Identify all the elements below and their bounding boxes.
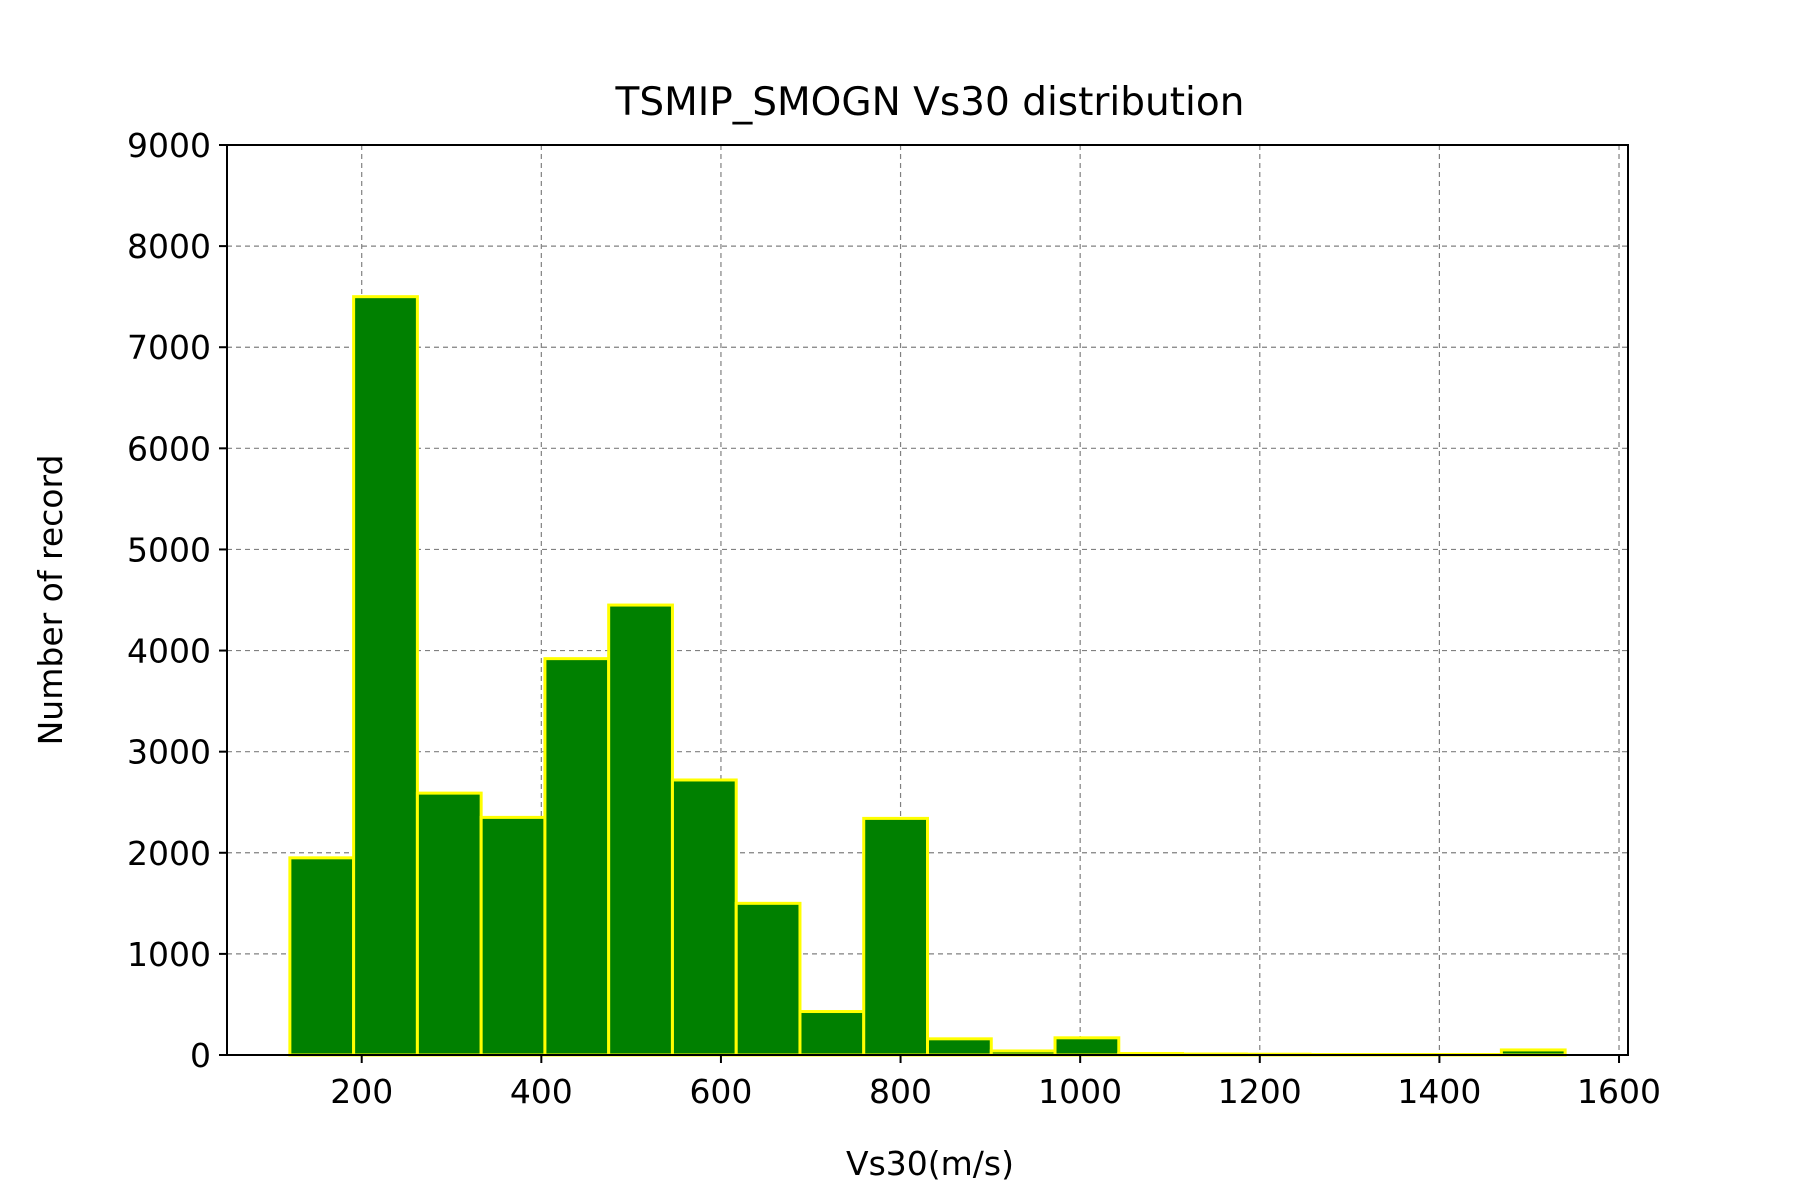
bars [288,295,1567,1057]
x-tick-label: 600 [689,1072,752,1111]
y-tick-label: 9000 [127,126,211,165]
x-tick-label: 200 [330,1072,393,1111]
histogram-bar [543,657,611,1057]
x-tick-label: 1000 [1038,1072,1122,1111]
y-tick-label: 6000 [127,429,211,468]
histogram-bar [670,778,738,1057]
y-tick-label: 1000 [127,935,211,974]
histogram-bar [926,1037,993,1057]
y-tick-label: 3000 [127,733,211,772]
histogram-bar [415,791,483,1057]
histogram-bar [862,816,929,1057]
x-axis-label: Vs30(m/s) [846,1144,1014,1183]
x-tick-label: 400 [510,1072,573,1111]
histogram-bar [288,856,356,1057]
histogram-bar [479,815,547,1057]
chart-title: TSMIP_SMOGN Vs30 distribution [615,80,1245,125]
x-tick-label: 1600 [1577,1072,1661,1111]
histogram-bar [607,603,674,1057]
x-tick-label: 800 [869,1072,932,1111]
x-tick-label: 1200 [1218,1072,1302,1111]
x-axis-ticks: 200 400 600 800 1000 1200 1400 1600 [330,1055,1661,1111]
y-tick-label: 8000 [127,227,211,266]
histogram-bar [352,295,419,1057]
y-tick-label: 7000 [127,328,211,367]
plot-frame [226,144,1629,1056]
x-tick-label: 1400 [1397,1072,1481,1111]
y-tick-label: 5000 [127,530,211,569]
y-axis-label: Number of record [31,455,70,746]
y-tick-label: 2000 [127,834,211,873]
histogram-bar [798,1010,866,1057]
y-tick-label: 4000 [127,632,211,671]
y-tick-label: 0 [190,1036,211,1075]
histogram-bar [1053,1036,1121,1057]
histogram-bar [734,901,802,1057]
y-axis-ticks: 0 1000 2000 3000 4000 5000 6000 7000 8000 9000 [127,126,227,1075]
